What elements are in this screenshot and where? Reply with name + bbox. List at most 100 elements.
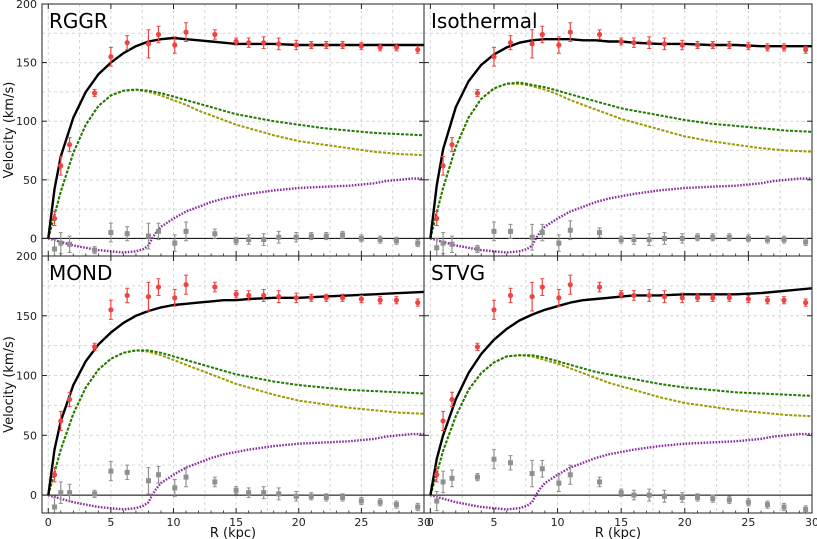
observed-point [781, 297, 787, 303]
observed-point [92, 90, 98, 96]
residual-point [661, 235, 667, 241]
residual-point [393, 502, 399, 508]
observed-point [172, 295, 178, 301]
y-axis-label: Velocity (km/s) [2, 82, 17, 179]
residual-point [695, 494, 701, 500]
x-tick-label: 15 [229, 516, 243, 529]
observed-point [679, 295, 685, 301]
residual-point [212, 231, 218, 237]
residual-point [803, 239, 809, 245]
residual-point [745, 499, 751, 505]
observed-point [415, 300, 421, 306]
observed-point [58, 163, 64, 169]
observed-point [449, 396, 455, 403]
observed-point [491, 307, 497, 313]
observed-point [539, 284, 545, 290]
model-curve-green [47, 349, 424, 496]
x-tick-label: 15 [614, 516, 628, 529]
residual-point [323, 494, 329, 500]
observed-point [339, 295, 346, 301]
observed-points [434, 274, 809, 483]
total-curve [429, 287, 812, 496]
residual-point [261, 237, 267, 243]
x-tick-label: 25 [354, 516, 368, 529]
x-axis-label: R (kpc) [595, 526, 641, 539]
observed-point [539, 31, 545, 38]
y-axis-label: Velocity (km/s) [2, 336, 17, 433]
observed-point [212, 284, 218, 290]
observed-point [108, 307, 114, 313]
observed-point [596, 284, 603, 290]
residual-point [661, 493, 667, 499]
residual-point [58, 490, 64, 496]
observed-point [781, 44, 787, 50]
observed-point [183, 282, 189, 288]
panel-stvg: 0 5 10 15 20 25 30 R (kpc) STVG [423, 255, 817, 539]
residual-point [764, 502, 770, 508]
residual-point [172, 240, 178, 246]
residual-point [539, 230, 545, 236]
observed-point [124, 40, 130, 46]
residual-point [415, 240, 421, 246]
observed-point [710, 295, 716, 301]
observed-point [145, 41, 152, 47]
observed-point [377, 44, 383, 50]
observed-point [246, 40, 252, 46]
residual-point [52, 504, 58, 510]
residual-point [67, 490, 73, 496]
residual-point [726, 234, 732, 240]
residual-point [618, 237, 624, 243]
residual-point [233, 487, 239, 493]
plot-area [429, 274, 812, 513]
observed-point [618, 291, 624, 297]
residual-point [155, 472, 161, 478]
observed-point [415, 47, 421, 53]
residual-point [145, 233, 151, 239]
observed-point [631, 40, 637, 46]
observed-point [803, 47, 809, 53]
y-tick-label: 100 [16, 370, 37, 383]
residual-point [781, 504, 787, 510]
observed-point [233, 291, 239, 297]
model-curve-gold [429, 354, 812, 496]
residual-point [108, 468, 114, 474]
residual-points [434, 220, 809, 256]
observed-point [51, 215, 58, 222]
residual-point [308, 493, 314, 499]
observed-point [507, 40, 514, 46]
residual-point [58, 240, 64, 246]
observed-point [529, 41, 535, 47]
residual-point [695, 234, 701, 240]
residual-point [449, 241, 455, 247]
residual-point [276, 234, 282, 240]
residual-point [474, 474, 480, 480]
panel-isothermal: Isothermal [423, 3, 813, 257]
residual-point [377, 237, 383, 243]
x-tick-label: 10 [551, 516, 565, 529]
residual-point [567, 472, 573, 478]
residual-point [474, 246, 480, 252]
residual-point [508, 228, 514, 234]
x-tick-label: 5 [490, 516, 497, 529]
observed-point [308, 295, 314, 301]
residual-point [440, 240, 446, 246]
panel-title: RGGR [49, 9, 108, 33]
observed-point [124, 292, 130, 299]
x-tick-label: 5 [107, 516, 114, 529]
residual-point [539, 466, 545, 472]
x-tick-label: 30 [417, 516, 431, 529]
observed-point [491, 54, 497, 60]
residual-point [172, 485, 178, 491]
observed-point [393, 44, 400, 50]
x-tick-label: 10 [167, 516, 181, 529]
observed-point [358, 43, 364, 49]
residual-point [491, 456, 497, 462]
residual-points [52, 221, 421, 256]
observed-point [276, 41, 282, 47]
observed-point [145, 294, 152, 300]
residual-point [145, 478, 151, 484]
residual-point [529, 471, 535, 477]
residual-point [434, 245, 440, 251]
total-curve [47, 290, 424, 496]
